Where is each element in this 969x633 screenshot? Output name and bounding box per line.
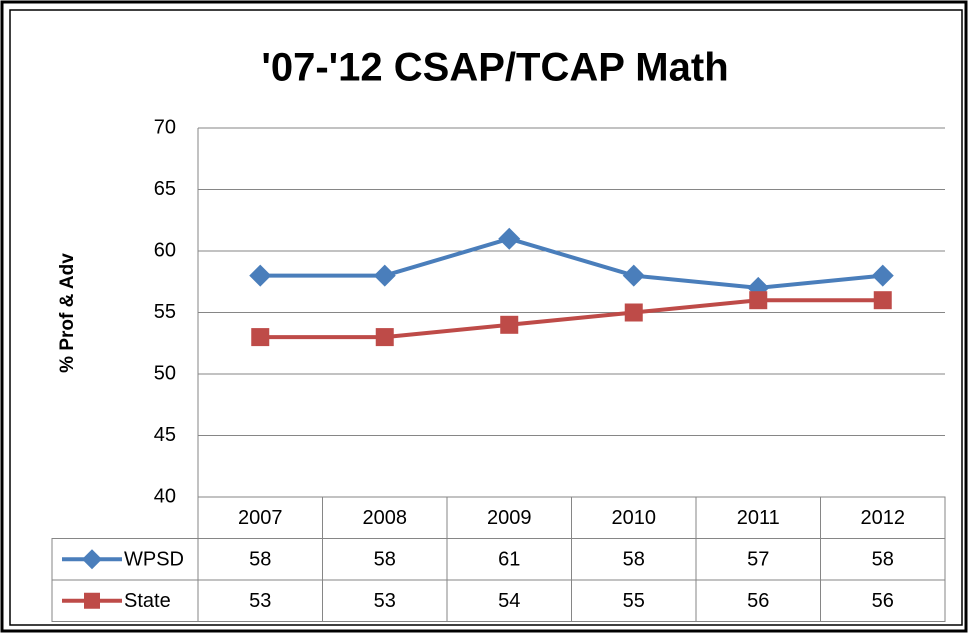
table-value: 61 (498, 549, 520, 571)
y-axis-label: % Prof & Adv (57, 253, 78, 373)
chart-title: '07-'12 CSAP/TCAP Math (261, 46, 728, 90)
table-value: 53 (249, 590, 271, 612)
x-tick-label: 2011 (737, 507, 780, 529)
y-tick-label: 60 (154, 239, 176, 261)
y-tick-label: 65 (154, 178, 176, 200)
table-value: 53 (374, 590, 396, 612)
table-value: 57 (747, 549, 769, 571)
marker (249, 264, 272, 287)
marker (871, 264, 894, 287)
y-tick-label: 50 (154, 362, 176, 384)
marker (375, 328, 394, 347)
table-value: 58 (249, 549, 271, 571)
marker (624, 303, 643, 322)
series-line (260, 236, 883, 290)
table-value: 58 (623, 549, 645, 571)
table-value: 55 (623, 590, 645, 612)
y-tick-label: 40 (154, 485, 176, 507)
table-value: 54 (498, 590, 520, 612)
y-tick-label: 55 (154, 301, 176, 323)
x-tick-label: 2012 (861, 507, 906, 529)
x-tick-label: 2007 (238, 507, 283, 529)
table-value: 56 (747, 590, 769, 612)
marker (251, 328, 270, 347)
marker (373, 264, 396, 287)
legend-label: State (124, 590, 171, 612)
y-tick-label: 70 (154, 116, 176, 138)
marker (622, 264, 645, 287)
table-value: 58 (374, 549, 396, 571)
marker (749, 291, 768, 310)
legend-marker (84, 592, 100, 609)
inner-frame (9, 9, 963, 626)
x-tick-label: 2010 (612, 507, 657, 529)
marker (873, 291, 892, 310)
y-tick-label: 45 (154, 424, 176, 446)
series-line (260, 298, 883, 340)
x-tick-label: 2008 (363, 507, 408, 529)
marker (498, 227, 521, 250)
table-value: 56 (872, 590, 894, 612)
table-value: 58 (872, 549, 894, 571)
marker (500, 315, 519, 334)
x-tick-label: 2009 (487, 507, 532, 529)
legend-label: WPSD (124, 549, 184, 571)
legend-marker (82, 549, 102, 570)
